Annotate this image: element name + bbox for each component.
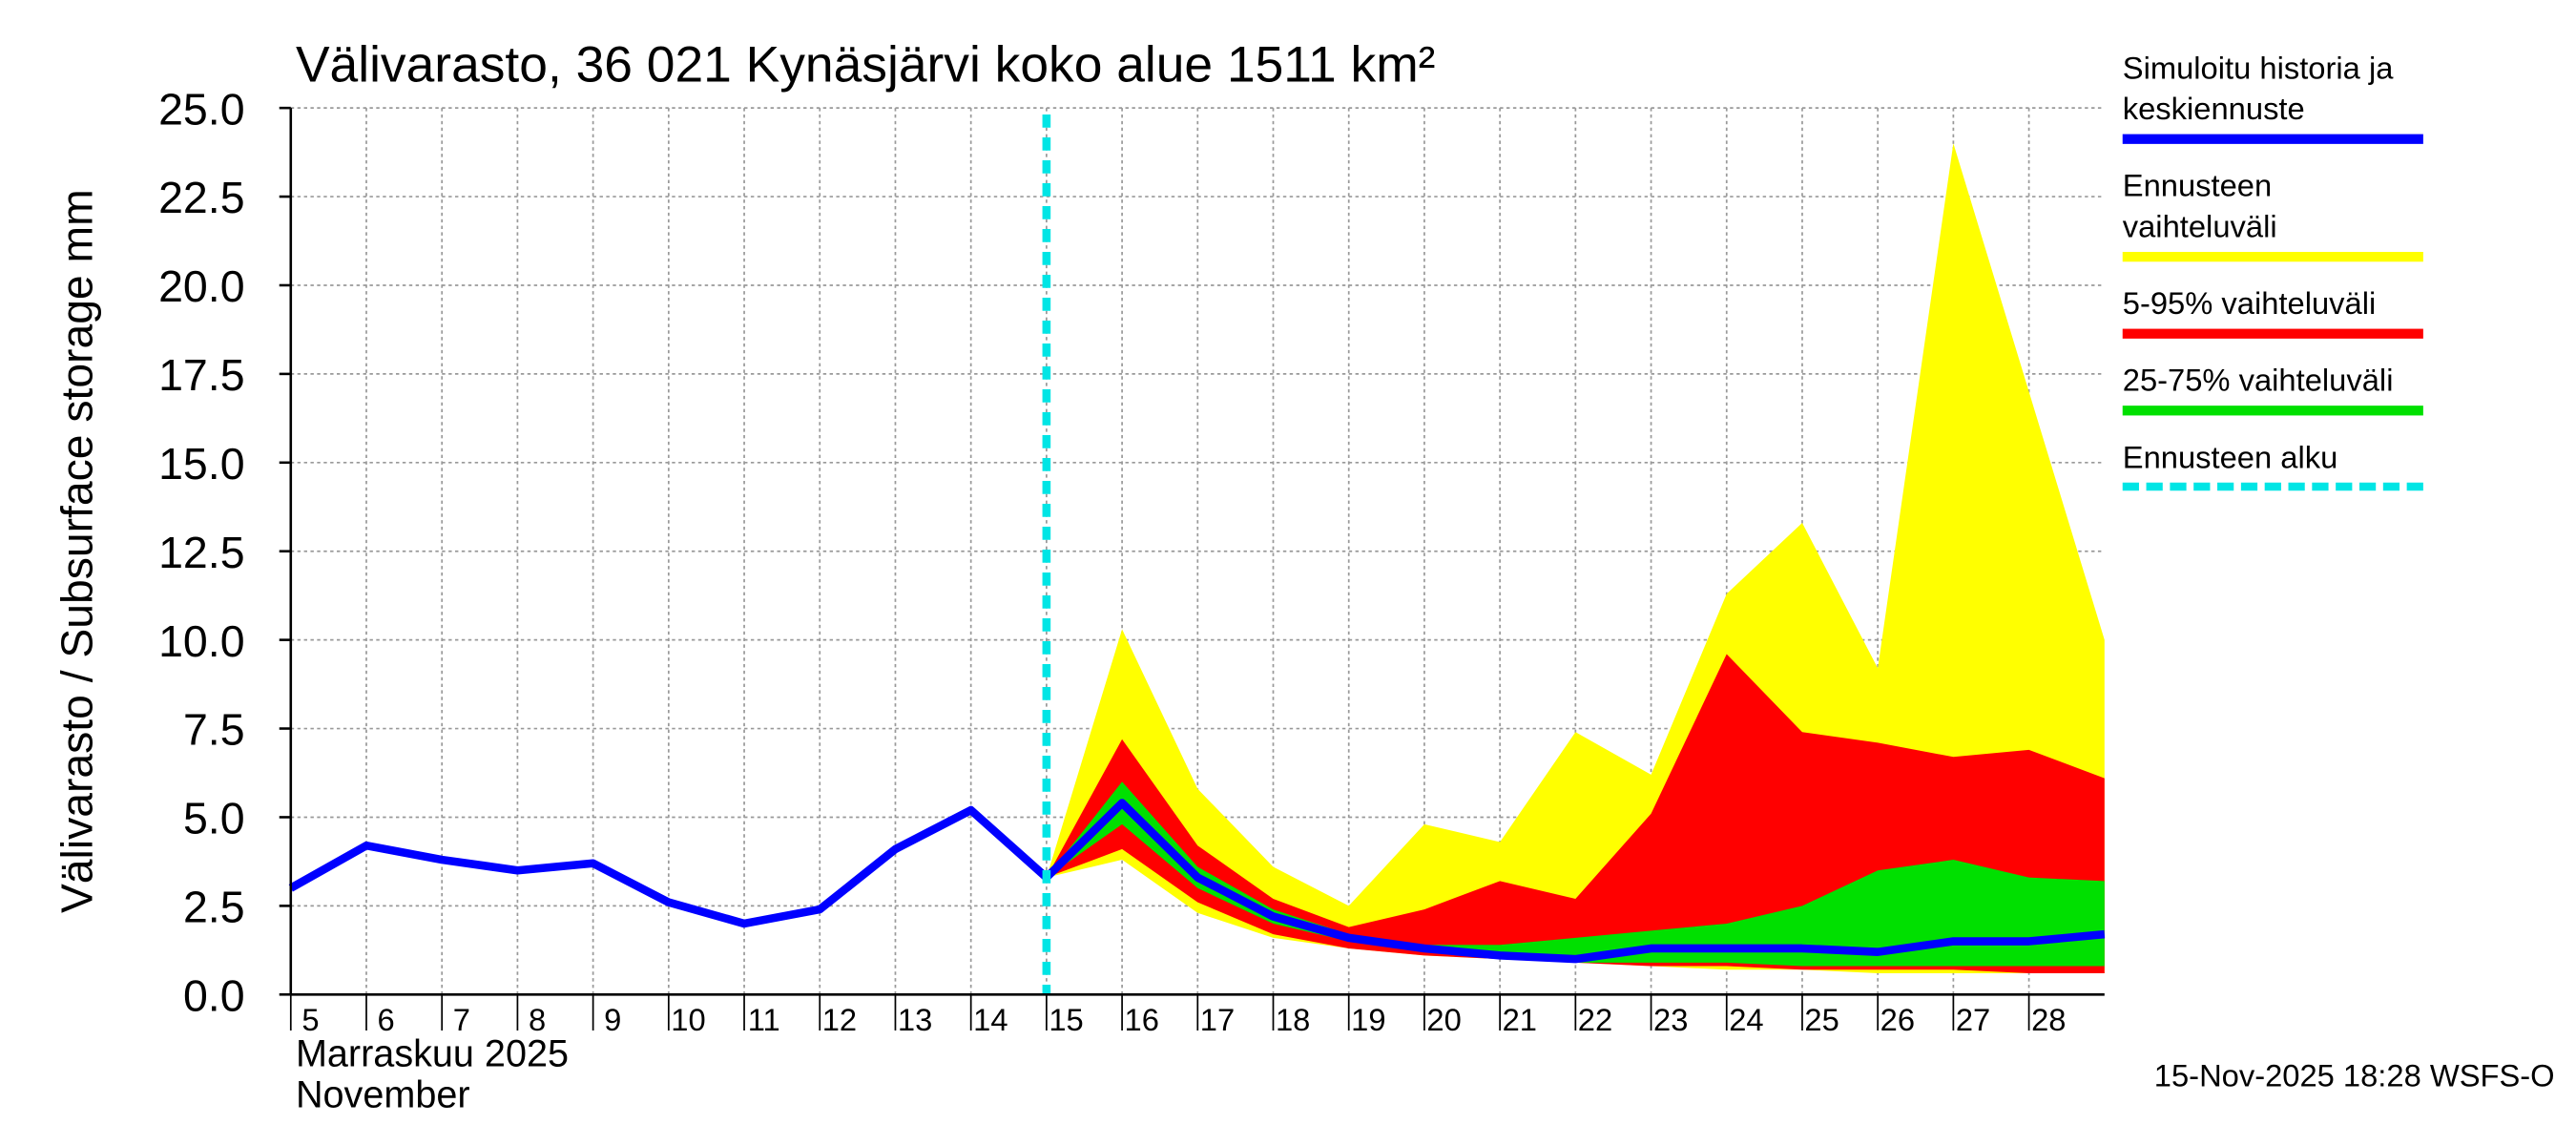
legend-label: 25-75% vaihteluväli	[2122, 364, 2394, 400]
legend-swatch	[2122, 252, 2423, 262]
x-tick-label: 5	[301, 1002, 319, 1037]
x-tick-label: 10	[671, 1002, 705, 1037]
x-tick-label: 15	[1049, 1002, 1083, 1037]
x-tick-label: 18	[1276, 1002, 1310, 1037]
y-tick-label: 20.0	[158, 261, 244, 311]
x-tick-label: 23	[1653, 1002, 1688, 1037]
x-tick-label: 11	[748, 1002, 780, 1037]
x-tick-label: 26	[1880, 1002, 1915, 1037]
y-tick-label: 5.0	[183, 794, 245, 843]
x-tick-label: 14	[973, 1002, 1008, 1037]
y-tick-label: 17.5	[158, 350, 244, 400]
x-axis-label: November	[296, 1074, 470, 1116]
x-tick-label: 25	[1804, 1002, 1839, 1037]
y-tick-label: 25.0	[158, 84, 244, 134]
legend-swatch	[2122, 328, 2423, 339]
x-tick-label: 19	[1351, 1002, 1385, 1037]
footer: 15-Nov-2025 18:28 WSFS-O	[2154, 1057, 2555, 1093]
range-band	[1046, 781, 2105, 967]
x-tick-label: 21	[1503, 1002, 1537, 1037]
legend-swatch	[2122, 482, 2423, 491]
legend-label: Ennusteen vaihteluväli	[2122, 170, 2277, 246]
y-tick-label: 15.0	[158, 439, 244, 489]
x-tick-label: 12	[822, 1002, 857, 1037]
x-tick-label: 6	[378, 1002, 395, 1037]
x-tick-label: 27	[1956, 1002, 1990, 1037]
y-axis-label: Välivarasto / Subsurface storage mm	[52, 189, 101, 913]
x-tick-label: 16	[1125, 1002, 1159, 1037]
x-axis-label: Marraskuu 2025	[296, 1033, 569, 1075]
y-tick-label: 22.5	[158, 173, 244, 222]
legend-swatch	[2122, 134, 2423, 144]
legend: Simuloitu historia ja keskiennuste Ennust…	[2122, 49, 2435, 513]
legend-label: Simuloitu historia ja keskiennuste	[2122, 52, 2394, 128]
y-tick-label: 10.0	[158, 616, 244, 666]
chart-title: Välivarasto, 36 021 Kynäsjärvi koko alue…	[296, 37, 1436, 94]
legend-swatch	[2122, 406, 2423, 416]
legend-label: 5-95% vaihteluväli	[2122, 287, 2377, 323]
series-line	[288, 799, 2106, 964]
x-tick-label: 28	[2031, 1002, 2066, 1037]
y-tick-label: 12.5	[158, 528, 244, 577]
legend-label: Ennusteen alku	[2122, 441, 2338, 476]
x-tick-label: 7	[453, 1002, 470, 1037]
x-tick-label: 20	[1426, 1002, 1461, 1037]
x-tick-label: 22	[1578, 1002, 1612, 1037]
y-tick-label: 7.5	[183, 705, 245, 755]
x-tick-label: 24	[1729, 1002, 1763, 1037]
x-tick-label: 13	[898, 1002, 932, 1037]
x-tick-label: 8	[529, 1002, 546, 1037]
y-tick-label: 2.5	[183, 883, 245, 932]
x-tick-label: 17	[1200, 1002, 1235, 1037]
x-tick-label: 9	[604, 1002, 621, 1037]
y-tick-label: 0.0	[183, 971, 245, 1021]
